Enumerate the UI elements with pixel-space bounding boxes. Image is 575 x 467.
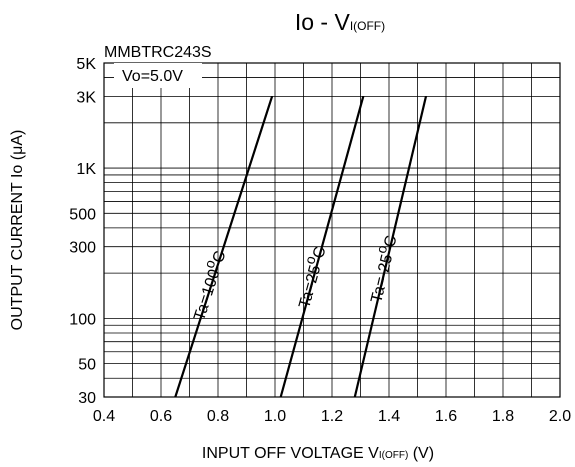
part-number: MMBTRC243S xyxy=(104,44,212,61)
condition-box: Vo=5.0V xyxy=(114,63,202,88)
series-label: Ta=-25oC xyxy=(361,232,400,304)
grid xyxy=(104,63,560,397)
y-tick-labels: 30 50 100 300 500 1K 3K 5K xyxy=(69,56,96,407)
y-tick-label: 5K xyxy=(76,56,96,73)
plot-frame xyxy=(103,62,561,398)
series-labels: Ta=100oC Ta=25oC Ta=-25oC xyxy=(184,232,400,323)
y-tick-label: 30 xyxy=(78,390,96,407)
x-tick-label: 1.6 xyxy=(435,408,457,425)
series-lines xyxy=(174,95,428,398)
series-label: Ta=100oC xyxy=(184,247,229,323)
chart-title: Io - VI(OFF) xyxy=(295,9,385,35)
series-line xyxy=(174,95,274,398)
x-tick-labels: 0.4 0.6 0.8 1.0 1.2 1.4 1.6 1.8 2.0 xyxy=(93,408,571,425)
y-tick-label: 500 xyxy=(69,206,96,223)
x-axis-label: INPUT OFF VOLTAGE VI(OFF) (V) xyxy=(202,445,434,462)
y-tick-label: 300 xyxy=(69,240,96,257)
x-tick-label: 2.0 xyxy=(549,408,571,425)
x-tick-label: 1.0 xyxy=(264,408,286,425)
series-line xyxy=(353,96,428,398)
series-label: Ta=25oC xyxy=(290,243,330,311)
y-tick-label: 1K xyxy=(76,161,96,178)
x-tick-label: 0.6 xyxy=(150,408,172,425)
x-tick-label: 1.4 xyxy=(378,408,400,425)
series-line xyxy=(279,96,365,398)
y-tick-label: 100 xyxy=(69,311,96,328)
condition-label: Vo=5.0V xyxy=(122,68,183,85)
x-tick-label: 0.8 xyxy=(207,408,229,425)
y-axis-label: OUTPUT CURRENT Io (μA) xyxy=(9,130,26,331)
y-tick-label: 3K xyxy=(76,89,96,106)
x-tick-label: 0.4 xyxy=(93,408,115,425)
y-tick-label: 50 xyxy=(78,357,96,374)
x-tick-label: 1.2 xyxy=(321,408,343,425)
x-tick-label: 1.8 xyxy=(492,408,514,425)
